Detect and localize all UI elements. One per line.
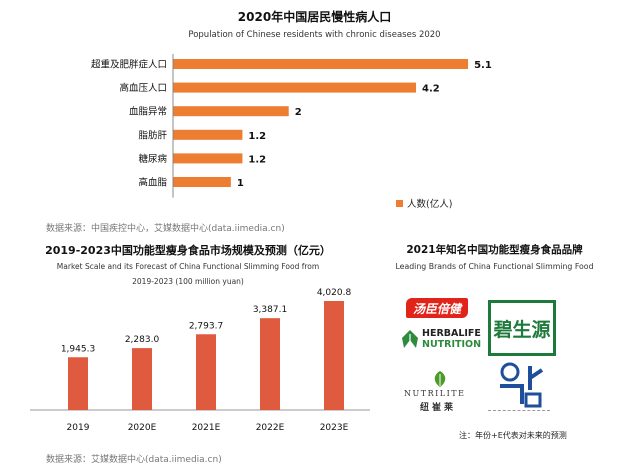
chart2-subtitle-line1: Market Scale and its Forecast of China F… [56, 262, 320, 271]
bar [173, 153, 243, 164]
tangchen-logo: 汤臣倍健 [406, 298, 468, 318]
value-label: 1.2 [248, 154, 266, 165]
chart1-legend: 人数(亿人) [396, 196, 452, 210]
legend-label: 人数(亿人) [407, 199, 453, 210]
chart2-title: 2019-2023中国功能型瘦身食品市场规模及预测（亿元） [45, 244, 331, 257]
chart1-title: 2020年中国居民慢性病人口 [237, 10, 392, 24]
bishengyuan-logo-text: 碧生源 [493, 318, 551, 341]
legend-swatch [396, 199, 403, 207]
tick-label: 2022E [256, 423, 285, 433]
brands-subtitle: Leading Brands of China Functional Slimm… [395, 262, 594, 271]
source-note-1: 数据来源：中国疾控中心，艾媒数据中心(data.iimedia.cn) [46, 224, 285, 234]
bar [196, 334, 216, 410]
bar [260, 318, 280, 410]
category-label: 脂肪肝 [138, 129, 167, 141]
tangchen-logo-text: 汤臣倍健 [412, 301, 461, 316]
tick-label: 2020E [128, 423, 157, 433]
brands-divider [488, 410, 550, 411]
herbalife-leaf-icon [402, 330, 418, 348]
brands-title: 2021年知名中国功能型瘦身食品品牌 [406, 244, 583, 256]
value-label: 1,945.3 [61, 344, 95, 354]
herbalife-logo-text-1: HERBALIFE [422, 328, 481, 339]
forecast-note: 注：年份+E代表对未来的预测 [459, 431, 567, 440]
tick-label: 2019 [67, 423, 90, 433]
value-label: 2 [295, 107, 302, 118]
nutrilite-logo: NUTRILITE 纽崔莱 [404, 370, 476, 413]
bar [173, 106, 289, 117]
nutrilite-logo-text: NUTRILITE [404, 389, 466, 398]
bar [173, 82, 416, 93]
nutrilite-logo-cn: 纽崔莱 [420, 403, 457, 413]
source-note-2: 数据来源：艾媒数据中心(data.iimedia.cn) [46, 455, 222, 465]
bar [132, 348, 152, 410]
bar [173, 177, 231, 187]
bar [173, 59, 469, 69]
category-label: 血脂异常 [129, 106, 167, 118]
nutrilite-leaf-icon [434, 371, 446, 387]
category-label: 高血脂 [138, 177, 167, 189]
tick-label: 2021E [192, 423, 221, 433]
herbalife-logo: HERBALIFE NUTRITION [398, 326, 483, 352]
chart2-plot: 1,945.3 2019 2,283.0 2020E 2,793.7 2021E 3,387… [30, 288, 370, 433]
value-label: 3,387.1 [253, 305, 287, 315]
value-label: 4.2 [422, 84, 440, 95]
value-label: 1 [237, 178, 244, 189]
category-label: 糖尿病 [138, 153, 167, 165]
value-label: 5.1 [474, 60, 492, 71]
value-label: 4,020.8 [317, 288, 352, 298]
chart1-plot: 超重及肥胖症人口 5.1 高血压人口 4.2 血脂异常 2 脂肪肝 1.2 糖尿病 1.2 高血脂 1 [91, 54, 492, 198]
bar [68, 357, 88, 410]
tick-label: 2023E [320, 423, 349, 433]
category-label: 高血压人口 [119, 82, 167, 94]
herbalife-logo-text-2: NUTRITION [422, 339, 482, 350]
chart1-subtitle: Population of Chinese residents with chr… [188, 30, 441, 40]
value-label: 2,283.0 [125, 335, 160, 345]
blue-brand-logo [500, 362, 544, 408]
value-label: 1.2 [248, 131, 266, 142]
bar [324, 300, 344, 410]
value-label: 2,793.7 [189, 321, 223, 331]
bishengyuan-logo: 碧生源 [488, 300, 556, 356]
category-label: 超重及肥胖症人口 [91, 59, 167, 71]
bar [173, 129, 243, 140]
chart2-subtitle-line2: 2019-2023 (100 million yuan) [132, 277, 244, 286]
